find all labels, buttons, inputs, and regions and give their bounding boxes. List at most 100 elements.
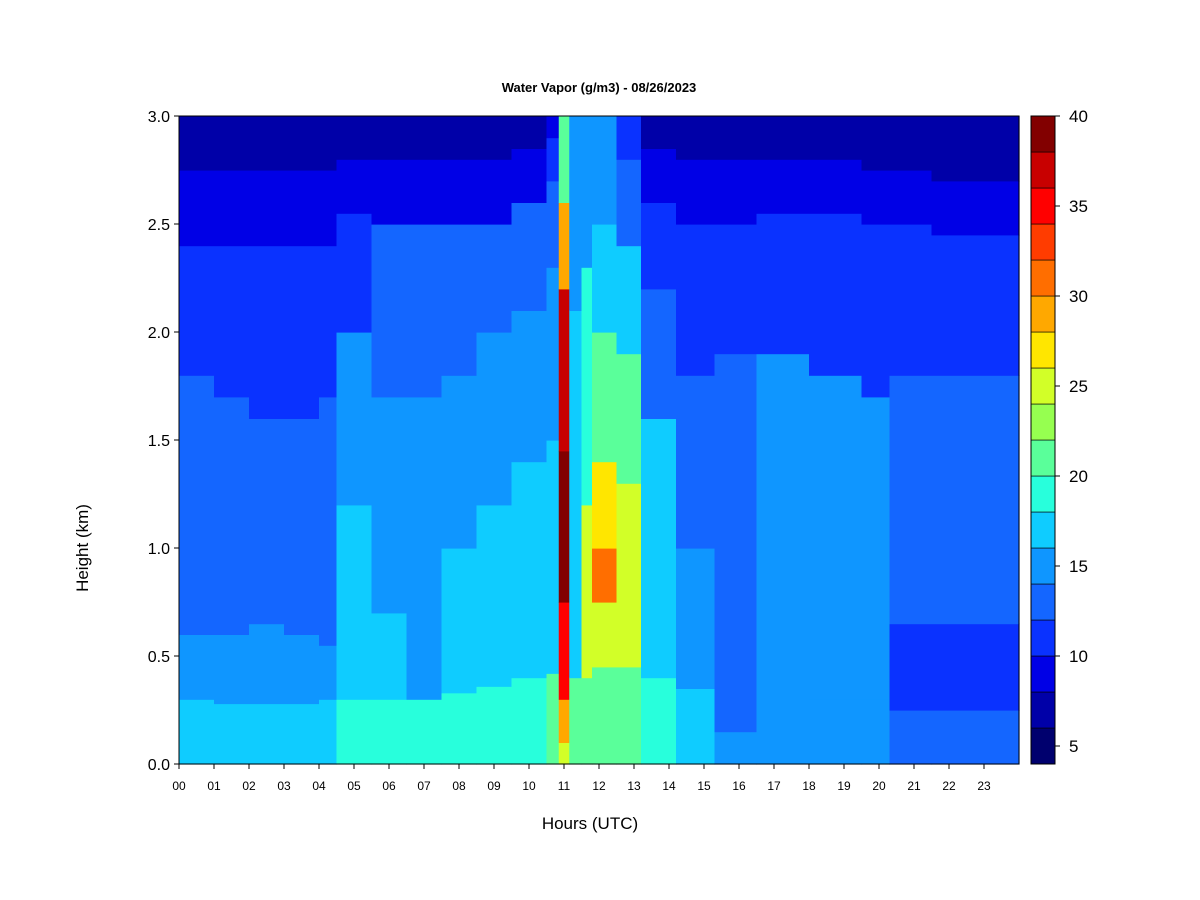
heatmap-cell: [592, 666, 618, 765]
heatmap-cell: [179, 699, 215, 765]
heatmap-cell: [931, 234, 1020, 376]
heatmap-cell: [284, 116, 320, 171]
heatmap-cell: [546, 267, 560, 441]
heatmap-cell: [476, 332, 513, 506]
heatmap-cell: [336, 699, 373, 765]
heatmap-cell: [441, 548, 478, 694]
heatmap-cell: [214, 634, 250, 705]
heatmap-cell: [371, 224, 408, 398]
colorbar-frame: [1030, 115, 1056, 765]
heatmap-cell: [931, 710, 1020, 765]
heatmap-cell: [406, 159, 443, 225]
y-axis-label: Height (km): [73, 504, 92, 592]
heatmap-cell: [558, 202, 570, 290]
heatmap-cell: [581, 504, 593, 679]
colorbar-swatch: [1030, 151, 1056, 189]
heatmap-cell: [616, 159, 642, 247]
colorbar-tick-label: 40: [1069, 107, 1088, 126]
heatmap-cell: [592, 332, 618, 463]
heatmap-cell: [931, 180, 1020, 236]
heatmap-cell: [371, 699, 408, 765]
heatmap-cell: [592, 116, 618, 225]
heatmap-cell: [931, 375, 1020, 625]
heatmap-cell: [676, 375, 716, 549]
heatmap-cell: [592, 224, 618, 333]
heatmap-cell: [284, 245, 320, 419]
heatmap-cell: [441, 116, 478, 160]
y-tick-label: 2.0: [148, 325, 170, 342]
heatmap-cell: [676, 116, 716, 160]
colorbar-swatch: [1030, 475, 1056, 513]
x-tick-label: 00: [172, 779, 186, 793]
heatmap-cell: [889, 224, 933, 376]
colorbar-swatch: [1030, 547, 1056, 585]
heatmap-cell: [616, 483, 642, 668]
heatmap-cell: [249, 245, 285, 419]
heatmap-cell: [546, 440, 560, 674]
y-axis: 0.0 0.5 1.0 1.5 2.0 2.5 3.0: [148, 109, 180, 774]
x-tick-label: 03: [277, 779, 291, 793]
heatmap-cell: [616, 666, 642, 765]
heatmap-cell: [861, 116, 891, 171]
heatmap-cell: [214, 170, 250, 247]
heatmap-cell: [641, 677, 677, 765]
heatmap-cell: [441, 224, 478, 376]
colorbar-swatch: [1030, 511, 1056, 549]
colorbar-swatch: [1030, 259, 1056, 297]
colorbar-tick-label: 10: [1069, 647, 1088, 666]
x-tick-label: 17: [767, 779, 781, 793]
heatmap-cell: [249, 623, 285, 705]
x-tick-label: 11: [558, 779, 571, 793]
x-tick-label: 04: [312, 779, 326, 793]
colorbar-swatch: [1030, 367, 1056, 405]
heatmap-cell: [641, 288, 677, 419]
heatmap-cell: [214, 703, 250, 765]
heatmap-cell: [546, 180, 560, 268]
heatmap-cell: [569, 116, 583, 311]
heatmap-cell: [756, 353, 810, 711]
heatmap-cell: [179, 375, 215, 635]
heatmap-cell: [558, 602, 570, 700]
colorbar-swatch: [1030, 223, 1056, 261]
heatmap-cell: [676, 548, 716, 689]
heatmap-cell: [756, 710, 810, 765]
x-tick-label: 05: [347, 779, 361, 793]
heatmap-cell: [284, 634, 320, 705]
colorbar-swatch: [1030, 115, 1056, 153]
x-tick-label: 01: [207, 779, 221, 793]
colorbar-swatch: [1030, 403, 1056, 441]
colorbar-swatch: [1030, 583, 1056, 621]
heatmap-cell: [641, 116, 677, 149]
heatmap-cell: [861, 699, 891, 765]
x-tick-label: 12: [592, 779, 606, 793]
x-tick-label: 07: [417, 779, 431, 793]
x-tick-label: 08: [452, 779, 466, 793]
colorbar-swatch: [1030, 691, 1056, 729]
heatmap-cell: [676, 224, 716, 376]
chart-title: Water Vapor (g/m3) - 08/26/2023: [502, 80, 697, 95]
colorbar-swatch: [1030, 439, 1056, 477]
heatmap-cell: [249, 116, 285, 171]
heatmap-cell: [714, 353, 758, 733]
heatmap-cell: [809, 116, 863, 160]
heatmap-cell: [756, 213, 810, 355]
heatmap-cell: [558, 116, 570, 203]
x-tick-label: 10: [522, 779, 536, 793]
heatmap-cell: [511, 677, 548, 765]
heatmap-cell: [546, 116, 560, 139]
x-tick-label: 23: [977, 779, 991, 793]
colorbar-swatch: [1030, 295, 1056, 333]
heatmap-cell: [441, 159, 478, 225]
heatmap-cell: [809, 213, 863, 376]
colorbar-tick-label: 5: [1069, 737, 1078, 756]
heatmap-cell: [319, 170, 338, 247]
heatmap-cell: [336, 159, 373, 214]
heatmap-cell: [581, 677, 593, 765]
x-tick-label: 18: [802, 779, 816, 793]
heatmap-cell: [889, 116, 933, 171]
x-tick-label: 21: [907, 779, 921, 793]
heatmap-cell: [592, 461, 618, 549]
colorbar-swatch: [1030, 727, 1056, 765]
heatmap-cell: [371, 159, 408, 225]
